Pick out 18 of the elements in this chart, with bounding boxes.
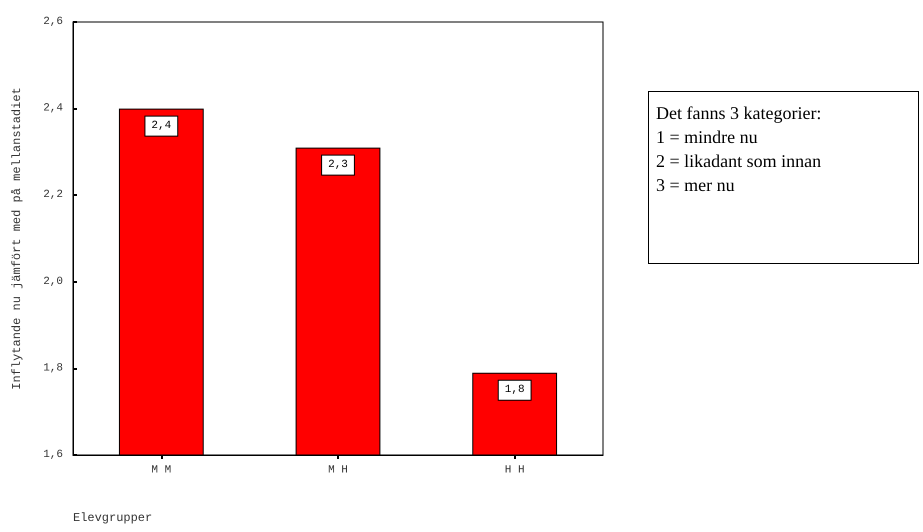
x-tick-label: M M [151, 464, 172, 476]
x-axis-title: Elevgrupper [73, 511, 152, 525]
data-label: 2,4 [151, 120, 172, 132]
y-tick-label: 2,2 [43, 189, 63, 202]
x-tick-label: H H [504, 464, 525, 476]
text: Det fanns 3 kategorier: [656, 103, 822, 123]
y-tick-label: 2,0 [43, 276, 63, 288]
text: 1 = mindre nu [656, 127, 758, 147]
y-axis-title: Inflytande nu jämfört med på mellanstadiet [10, 87, 24, 390]
x-tick-label: M H [328, 464, 348, 476]
y-tick-label: 1,6 [43, 449, 63, 461]
text: 3 = mer nu [656, 175, 735, 195]
y-tick-label: 2,6 [43, 16, 63, 28]
y-tick-label: 1,8 [43, 362, 63, 374]
data-label: 1,8 [504, 384, 525, 396]
text: 2 = likadant som innan [656, 151, 822, 171]
y-tick-label: 2,4 [43, 102, 64, 115]
data-label: 2,3 [328, 159, 348, 172]
